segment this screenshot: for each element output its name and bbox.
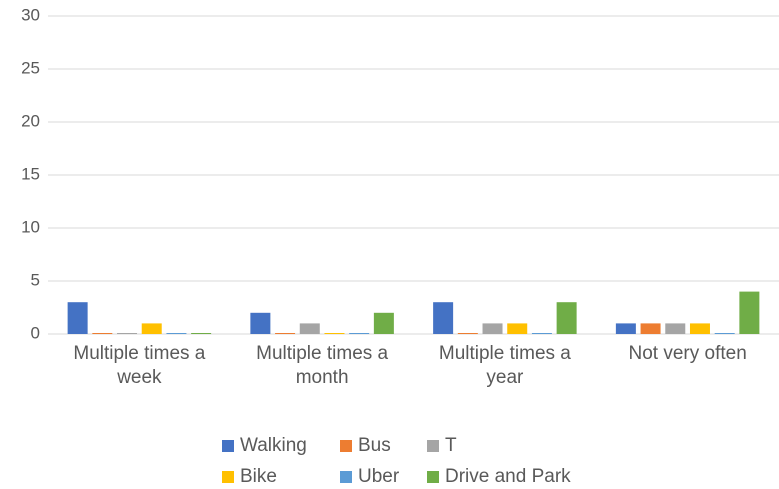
bar [166,333,187,334]
bar [714,333,735,334]
bar [665,323,686,334]
legend-label: Drive and Park [445,466,571,487]
y-tick-label: 10 [21,217,40,236]
legend-label: Bike [240,466,277,487]
legend-swatch [340,440,352,452]
bar [117,333,138,334]
x-tick-label: Multiple times a week [73,343,206,388]
bar [349,333,370,334]
bar [482,323,503,334]
legend-label: Uber [358,466,400,487]
y-tick-label: 0 [31,323,40,342]
legend-swatch [427,471,439,483]
bar [689,323,710,334]
bar [615,323,636,334]
x-tick-label: Not very often [628,343,747,364]
bar [299,323,320,334]
bar [92,333,113,334]
bar [67,302,88,334]
bar [275,333,296,334]
x-tick-label: Multiple times a month [256,343,389,388]
bar [191,333,212,334]
bar [324,333,345,334]
y-tick-label: 5 [31,270,40,289]
bar [556,302,577,334]
bar [531,333,552,334]
x-tick-label: Multiple times a year [438,343,571,388]
y-tick-label: 20 [21,111,40,130]
legend-label: T [445,435,457,456]
bar [373,312,394,334]
bar [739,291,760,334]
bar [457,333,478,334]
legend-swatch [222,440,234,452]
legend-swatch [427,440,439,452]
bar [433,302,454,334]
legend-swatch [340,471,352,483]
bar [250,312,271,334]
y-tick-label: 25 [21,58,40,77]
legend-label: Bus [358,435,391,456]
y-tick-label: 30 [21,5,40,24]
bar [141,323,162,334]
legend-label: Walking [240,435,307,456]
y-tick-label: 15 [21,164,40,183]
bar [507,323,528,334]
legend-swatch [222,471,234,483]
bar [640,323,661,334]
